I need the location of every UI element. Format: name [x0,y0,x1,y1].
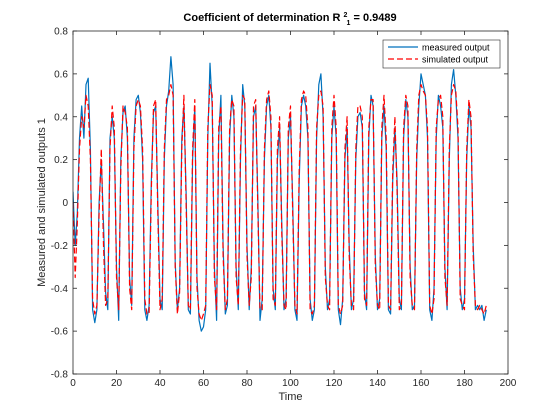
x-axis-label: Time [278,391,302,403]
chart-title-subscript: 1 [347,20,351,27]
y-tick-label: -0.2 [51,241,69,252]
y-tick-label: -0.4 [51,284,69,295]
legend-box [382,39,501,69]
chart-title-prefix: Coefficient of determination R [183,12,340,24]
x-tick-label: 120 [326,378,343,389]
x-tick-label: 180 [456,378,473,389]
series-layer [73,56,487,332]
x-tick-label: 160 [413,378,430,389]
x-tick-label: 20 [111,378,123,389]
x-tick-label: 60 [198,378,210,389]
y-tick-label: 0.2 [54,155,68,166]
y-tick-label: 0.8 [54,27,68,38]
y-tick-label: -0.8 [51,370,69,381]
y-axis-label: Measured and simulated outputs 1 [36,118,48,287]
chart-title-superscript: 2 [344,12,348,19]
legend: measured output simulated output [382,39,501,69]
y-tick-label: -0.6 [51,327,69,338]
plot-area [73,31,508,374]
x-tick-label: 200 [500,378,517,389]
chart-title: Coefficient of determination R 2 1 = 0.9… [183,8,396,28]
x-tick-label: 80 [241,378,253,389]
y-tick-label: 0 [62,198,68,209]
x-tick-label: 100 [282,378,299,389]
axes-box [72,30,509,375]
series-line-simulated [73,83,487,321]
x-tick-label: 140 [369,378,386,389]
legend-label-simulated: simulated output [422,55,489,65]
tick-layer: 0 20 40 60 80 100 120 140 160 180 200 -0.8 -0.6 -0.4 -… [51,27,517,390]
y-tick-label: 0.4 [54,112,68,123]
chart-title-suffix: = 0.9489 [353,12,396,24]
x-tick-label: 40 [154,378,166,389]
y-tick-label: 0.6 [54,69,68,80]
x-tick-label: 0 [70,378,76,389]
legend-label-measured: measured output [422,43,490,53]
